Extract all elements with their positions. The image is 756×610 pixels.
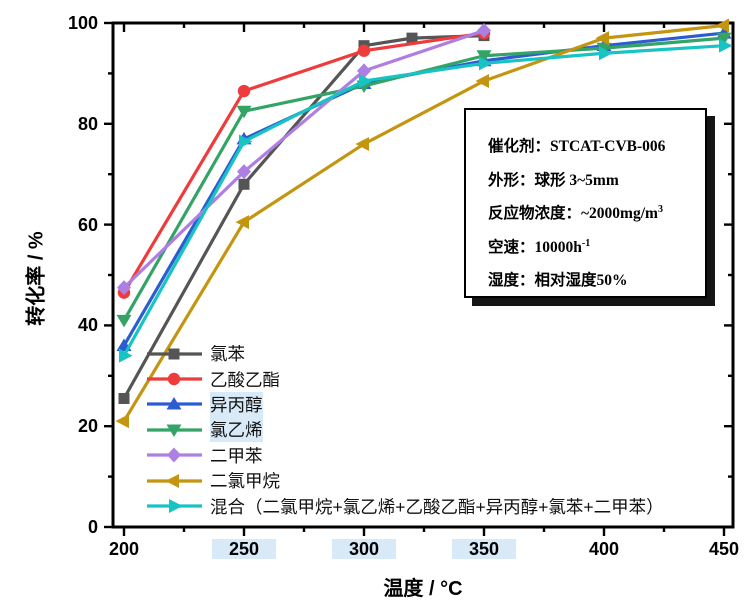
series-marker-4-0 <box>117 280 131 296</box>
info-line-3: 空速：10000h-1 <box>488 235 697 257</box>
legend-marker-4 <box>167 447 181 463</box>
series-4 <box>117 23 491 296</box>
x-tick-label-400: 400 <box>588 539 620 559</box>
legend-item-6: 混合（二氯甲烷+氯乙烯+乙酸乙酯+异丙醇+氯苯+二甲苯） <box>146 493 664 518</box>
legend-item-3: 氯乙烯 <box>146 417 664 443</box>
legend-label-2: 异丙醇 <box>210 391 263 417</box>
info-line-sup-2: 3 <box>657 203 663 215</box>
series-marker-4-2 <box>357 63 371 79</box>
legend-label-6: 混合（二氯甲烷+氯乙烯+乙酸乙酯+异丙醇+氯苯+二甲苯） <box>210 496 664 517</box>
series-line-6 <box>122 44 725 357</box>
series-marker-5-0 <box>115 414 129 429</box>
legend-label-3: 氯乙烯 <box>210 417 263 443</box>
legend-label-0: 氯苯 <box>210 344 245 365</box>
y-tick-label-40: 40 <box>77 315 98 336</box>
y-axis-title: 转化率 / % <box>25 231 48 326</box>
series-marker-6-5 <box>719 38 733 53</box>
legend-item-4: 二甲苯 <box>146 443 664 468</box>
legend-marker-3 <box>166 424 182 437</box>
info-line-4: 湿度：相对湿度50% <box>488 268 697 290</box>
legend-marker-1 <box>167 372 181 386</box>
legend-swatch-4 <box>147 447 202 463</box>
series-marker-1-1 <box>237 84 251 98</box>
legend-marker-0 <box>168 348 180 360</box>
legend-marker-6 <box>169 499 183 514</box>
info-line-text-1: 外形：球形 3~5mm <box>488 171 619 189</box>
series-marker-5-3 <box>475 73 489 88</box>
y-tick-label-100: 100 <box>67 13 98 33</box>
series-marker-1-2 <box>357 44 371 57</box>
series-marker-4-3 <box>477 23 491 39</box>
x-tick-label-250: 250 <box>212 539 276 559</box>
series-marker-5-4 <box>595 31 609 46</box>
series-marker-3-3 <box>476 50 492 63</box>
y-tick-label-60: 60 <box>77 214 98 235</box>
series-marker-6-1 <box>239 134 253 149</box>
info-line-1: 外形：球形 3~5mm <box>488 168 697 190</box>
info-line-text-3: 空速：10000h <box>488 238 582 256</box>
legend: 氯苯乙酸乙酯 异丙醇 氯乙烯 二甲苯二氯甲烷混合（二氯甲烷+氯乙烯+乙酸乙酯+异丙醇+… <box>146 341 664 519</box>
series-line-5 <box>122 23 725 422</box>
legend-label-1: 乙酸乙酯 <box>210 369 280 390</box>
x-tick-label-300: 300 <box>332 539 396 559</box>
x-tick-label-450: 450 <box>708 539 740 559</box>
series-6 <box>119 38 733 363</box>
info-line-0: 催化剂：STCAT-CVB-006 <box>488 134 697 156</box>
info-line-text-2: 反应物浓度：~2000mg/m <box>488 205 658 222</box>
series-line-1 <box>122 31 485 294</box>
series-marker-6-0 <box>119 348 133 363</box>
legend-swatch-0 <box>147 348 202 360</box>
legend-marker-2 <box>166 397 182 410</box>
x-tick-label-350: 350 <box>452 539 516 559</box>
legend-swatch-1 <box>147 372 202 386</box>
info-line-text-4: 湿度：相对湿度50% <box>488 272 628 289</box>
legend-swatch-6 <box>147 499 202 514</box>
y-tick-label-80: 80 <box>77 113 98 134</box>
x-tick-label-200: 200 <box>108 539 140 559</box>
series-marker-6-2 <box>359 73 373 88</box>
legend-label-5: 二氯甲烷 <box>210 471 280 492</box>
y-tick-label-20: 20 <box>77 416 98 437</box>
x-axis-title: 温度 / °C <box>383 578 463 600</box>
legend-item-2: 异丙醇 <box>146 391 664 417</box>
legend-item-0: 氯苯 <box>146 341 664 366</box>
series-5 <box>115 18 729 429</box>
legend-item-1: 乙酸乙酯 <box>146 366 664 391</box>
y-tick-label-0: 0 <box>87 517 98 537</box>
series-marker-6-4 <box>599 46 613 61</box>
series-marker-6-3 <box>479 56 493 71</box>
series-marker-3-0 <box>116 314 132 328</box>
series-marker-0-0 <box>118 392 130 404</box>
series-marker-0-3 <box>406 32 418 44</box>
series-marker-4-1 <box>237 164 251 180</box>
legend-item-5: 二氯甲烷 <box>146 468 664 493</box>
legend-swatch-5 <box>147 473 202 488</box>
info-line-sup-3: -1 <box>581 237 591 249</box>
legend-label-4: 二甲苯 <box>210 445 263 466</box>
info-line-text-0: 催化剂：STCAT-CVB-006 <box>488 138 666 155</box>
series-marker-3-1 <box>236 105 252 119</box>
series-marker-5-2 <box>355 136 369 151</box>
info-line-2: 反应物浓度：~2000mg/m3 <box>488 201 697 223</box>
series-marker-3-5 <box>716 32 732 46</box>
series-marker-0-1 <box>238 178 250 190</box>
series-marker-5-1 <box>235 215 249 230</box>
legend-marker-5 <box>165 473 179 488</box>
series-marker-5-5 <box>715 18 729 33</box>
legend-swatch-3 <box>147 424 202 437</box>
info-box: 催化剂：STCAT-CVB-006 外形：球形 3~5mm 反应物浓度：~2000m… <box>464 108 707 298</box>
series-line-4 <box>122 29 485 289</box>
legend-swatch-2 <box>147 397 202 410</box>
